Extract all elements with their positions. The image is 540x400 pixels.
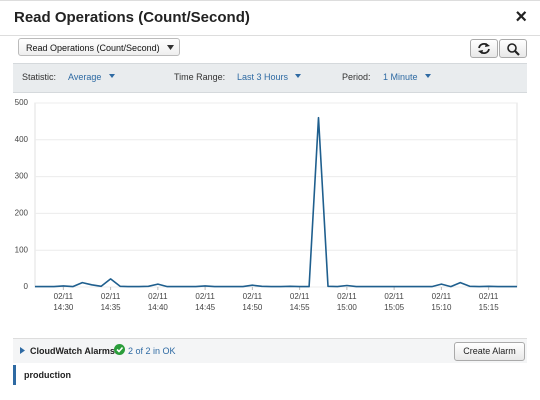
refresh-icon xyxy=(478,43,490,54)
period-select[interactable]: 1 Minute xyxy=(383,72,418,82)
y-tick-label: 100 xyxy=(15,245,29,254)
alarms-status[interactable]: 2 of 2 in OK xyxy=(128,346,176,356)
caret xyxy=(167,45,174,50)
x-tick-label: 02/11 15:15 xyxy=(478,292,499,312)
metric-select-text: Read Operations (Count/Second) xyxy=(26,43,160,53)
x-tick-label: 02/11 14:30 xyxy=(53,292,74,312)
x-tick-label: 02/11 14:40 xyxy=(147,292,168,312)
data-line xyxy=(35,116,517,288)
statistic-label: Statistic: xyxy=(22,72,57,82)
x-tick-label: 02/11 15:10 xyxy=(431,292,452,312)
y-tick-label: 400 xyxy=(15,135,29,144)
caret xyxy=(295,74,301,78)
toolbar: Statistic: Average Time Range: Last 3 Ho… xyxy=(13,63,527,93)
x-tick-label: 02/11 14:45 xyxy=(195,292,216,312)
zoom-icon xyxy=(507,43,520,56)
y-tick-label: 300 xyxy=(15,172,29,181)
x-tick-label: 02/11 15:05 xyxy=(384,292,405,312)
x-tick-label: 02/11 14:35 xyxy=(100,292,121,312)
x-tick-label: 02/11 15:00 xyxy=(336,292,357,312)
alarm-bar: CloudWatch Alarms: 2 of 2 in OK Create A… xyxy=(13,338,527,363)
x-tick-label: 02/11 14:55 xyxy=(289,292,310,312)
y-tick-label: 200 xyxy=(15,209,29,218)
y-tick-label: 0 xyxy=(24,282,29,291)
chart: 0 100 200 300 400 500 xyxy=(15,98,518,291)
refresh-button[interactable] xyxy=(470,39,498,58)
metric-select[interactable]: Read Operations (Count/Second) xyxy=(18,38,180,56)
statistic-select[interactable]: Average xyxy=(68,72,102,82)
ok-icon xyxy=(114,344,125,355)
close-button[interactable]: × xyxy=(515,6,527,28)
period-label: Period: xyxy=(342,72,371,82)
expand-arrow[interactable] xyxy=(20,347,25,354)
x-tick-label: 02/11 14:50 xyxy=(242,292,263,312)
range-label: Time Range: xyxy=(174,72,226,82)
y-tick-label: 500 xyxy=(15,98,29,107)
divider xyxy=(0,35,540,36)
plot-area xyxy=(34,102,518,288)
create-alarm-button[interactable]: Create Alarm xyxy=(454,342,525,361)
range-select[interactable]: Last 3 Hours xyxy=(237,72,289,82)
alarm-item[interactable]: production xyxy=(13,365,71,385)
caret xyxy=(425,74,431,78)
zoom-button[interactable] xyxy=(499,39,527,58)
caret xyxy=(109,74,115,78)
alarms-label: CloudWatch Alarms: xyxy=(30,346,118,356)
dialog-title: Read Operations (Count/Second) xyxy=(14,9,250,26)
